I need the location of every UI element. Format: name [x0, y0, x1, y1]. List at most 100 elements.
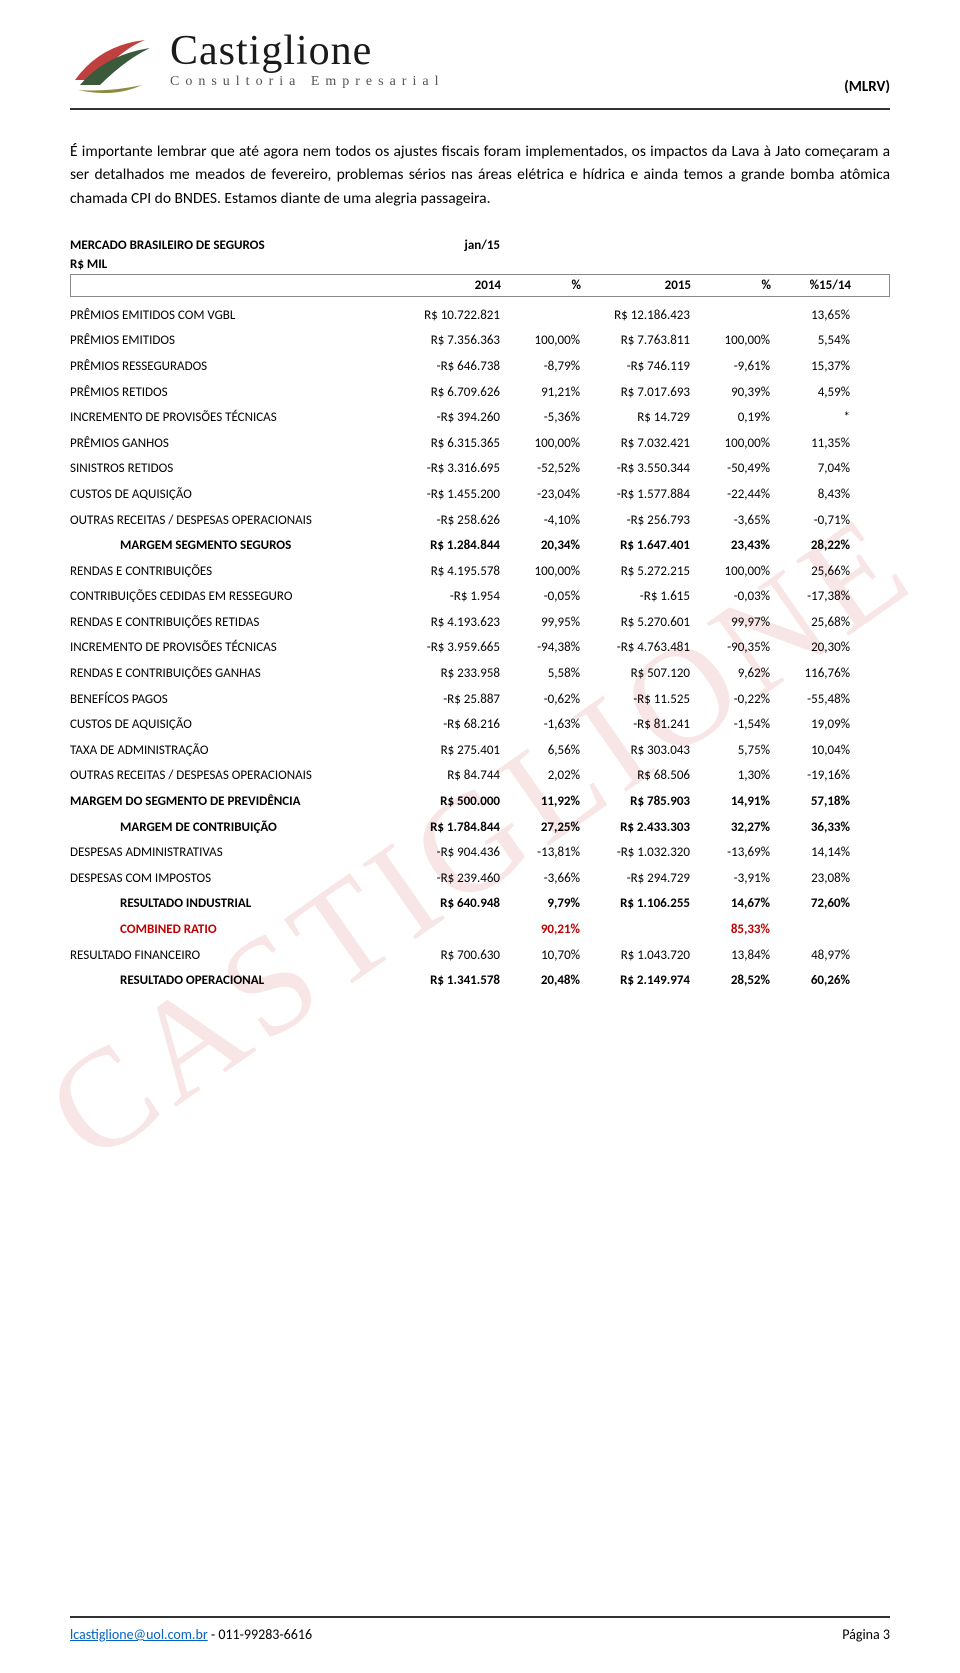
cell-2015: R$ 303.043 — [580, 743, 690, 759]
cell-2015: R$ 1.043.720 — [580, 948, 690, 964]
row-label: MARGEM SEGMENTO SEGUROS — [70, 538, 400, 554]
cell-chg: 60,26% — [770, 973, 850, 989]
cell-chg: 57,18% — [770, 794, 850, 810]
cell-chg: 48,97% — [770, 948, 850, 964]
table-row: BENEFÍCOS PAGOS-R$ 25.887-0,62%-R$ 11.52… — [70, 687, 890, 713]
cell-2015: -R$ 1.032.320 — [580, 845, 690, 861]
cell-2014: R$ 84.744 — [400, 768, 500, 784]
cell-2014: R$ 233.958 — [400, 666, 500, 682]
cell-chg: 20,30% — [770, 640, 850, 656]
cell-pct-2015: 9,62% — [690, 666, 770, 682]
cell-2014: -R$ 68.216 — [400, 717, 500, 733]
row-label: TAXA DE ADMINISTRAÇÃO — [70, 743, 400, 759]
cell-2014: R$ 1.284.844 — [400, 538, 500, 554]
cell-chg: 10,04% — [770, 743, 850, 759]
cell-2015 — [580, 922, 690, 938]
row-label: CUSTOS DE AQUISIÇÃO — [70, 717, 400, 733]
cell-pct-2015: -22,44% — [690, 487, 770, 503]
col-chg: %15/14 — [771, 278, 851, 293]
cell-chg: 8,43% — [770, 487, 850, 503]
table-row: MARGEM DO SEGMENTO DE PREVIDÊNCIAR$ 500.… — [70, 789, 890, 815]
cell-chg: 28,22% — [770, 538, 850, 554]
table-row: DESPESAS ADMINISTRATIVAS-R$ 904.436-13,8… — [70, 840, 890, 866]
cell-2015: R$ 7.032.421 — [580, 436, 690, 452]
footer-page-number: Página 3 — [842, 1626, 890, 1643]
cell-pct-2014: -94,38% — [500, 640, 580, 656]
footer-email-link[interactable]: lcastiglione@uol.com.br — [70, 1626, 208, 1643]
cell-2015: R$ 14.729 — [580, 410, 690, 426]
cell-chg: 11,35% — [770, 436, 850, 452]
cell-chg: 19,09% — [770, 717, 850, 733]
row-label: OUTRAS RECEITAS / DESPESAS OPERACIONAIS — [70, 768, 400, 784]
cell-2015: -R$ 11.525 — [580, 692, 690, 708]
cell-2015: R$ 2.433.303 — [580, 820, 690, 836]
table-row: CUSTOS DE AQUISIÇÃO-R$ 68.216-1,63%-R$ 8… — [70, 712, 890, 738]
table-row: MARGEM DE CONTRIBUIÇÃOR$ 1.784.84427,25%… — [70, 815, 890, 841]
cell-chg: 13,65% — [770, 308, 850, 324]
col-2015: 2015 — [581, 278, 691, 293]
row-label: INCREMENTO DE PROVISÕES TÉCNICAS — [70, 410, 400, 426]
cell-2015: R$ 507.120 — [580, 666, 690, 682]
cell-pct-2015: 14,91% — [690, 794, 770, 810]
cell-pct-2014: 100,00% — [500, 333, 580, 349]
row-label: RESULTADO OPERACIONAL — [70, 973, 400, 989]
logo-swoosh-icon — [70, 30, 160, 100]
cell-chg: * — [770, 410, 850, 426]
cell-2015: -R$ 81.241 — [580, 717, 690, 733]
cell-pct-2014: 100,00% — [500, 436, 580, 452]
table-row: RESULTADO INDUSTRIALR$ 640.9489,79%R$ 1.… — [70, 891, 890, 917]
cell-pct-2015: 14,67% — [690, 896, 770, 912]
cell-pct-2015: 13,84% — [690, 948, 770, 964]
table-body: PRÊMIOS EMITIDOS COM VGBLR$ 10.722.821 R$… — [70, 303, 890, 994]
cell-2014: R$ 10.722.821 — [400, 308, 500, 324]
row-label: BENEFÍCOS PAGOS — [70, 692, 400, 708]
table-row: CONTRIBUIÇÕES CEDIDAS EM RESSEGURO -R$ 1.… — [70, 584, 890, 610]
cell-2015: -R$ 1.615 — [580, 589, 690, 605]
cell-2015: -R$ 256.793 — [580, 513, 690, 529]
cell-2014 — [400, 922, 500, 938]
row-label: PRÊMIOS RETIDOS — [70, 385, 400, 401]
table-row: MARGEM SEGMENTO SEGUROSR$ 1.284.84420,34… — [70, 533, 890, 559]
cell-pct-2014: -3,66% — [500, 871, 580, 887]
table-title: MERCADO BRASILEIRO DE SEGUROS — [70, 238, 400, 253]
cell-2014: R$ 7.356.363 — [400, 333, 500, 349]
cell-pct-2015: -3,91% — [690, 871, 770, 887]
table-row: RESULTADO OPERACIONALR$ 1.341.57820,48%R… — [70, 968, 890, 994]
row-label: SINISTROS RETIDOS — [70, 461, 400, 477]
footer-sep: - — [208, 1626, 219, 1643]
cell-2014: R$ 275.401 — [400, 743, 500, 759]
table-row: INCREMENTO DE PROVISÕES TÉCNICAS-R$ 3.95… — [70, 635, 890, 661]
table-period: jan/15 — [400, 238, 500, 253]
table-row: PRÊMIOS EMITIDOS COM VGBLR$ 10.722.821R$… — [70, 303, 890, 329]
cell-pct-2015: 23,43% — [690, 538, 770, 554]
cell-2015: R$ 1.647.401 — [580, 538, 690, 554]
cell-chg: -19,16% — [770, 768, 850, 784]
row-label: PRÊMIOS EMITIDOS COM VGBL — [70, 308, 400, 324]
cell-chg: -55,48% — [770, 692, 850, 708]
cell-pct-2015: -3,65% — [690, 513, 770, 529]
cell-pct-2014: 90,21% — [500, 922, 580, 938]
cell-2014: R$ 1.341.578 — [400, 973, 500, 989]
cell-pct-2015: -0,22% — [690, 692, 770, 708]
logo-tagline: Consultoria Empresarial — [170, 74, 844, 90]
row-label: COMBINED RATIO — [70, 922, 400, 938]
cell-chg: -17,38% — [770, 589, 850, 605]
body-paragraph: É importante lembrar que até agora nem t… — [70, 140, 890, 210]
cell-pct-2015: -0,03% — [690, 589, 770, 605]
cell-2015: R$ 5.270.601 — [580, 615, 690, 631]
cell-2014: -R$ 646.738 — [400, 359, 500, 375]
page-footer: lcastiglione@uol.com.br - 011-99283-6616… — [70, 1616, 890, 1643]
cell-2015: -R$ 4.763.481 — [580, 640, 690, 656]
cell-pct-2014: -23,04% — [500, 487, 580, 503]
row-label: DESPESAS COM IMPOSTOS — [70, 871, 400, 887]
row-label: CONTRIBUIÇÕES CEDIDAS EM RESSEGURO — [70, 589, 400, 605]
cell-chg: 116,76% — [770, 666, 850, 682]
cell-2014: -R$ 3.959.665 — [400, 640, 500, 656]
cell-pct-2014: 99,95% — [500, 615, 580, 631]
ticker-code: (MLRV) — [844, 78, 890, 96]
row-label: OUTRAS RECEITAS / DESPESAS OPERACIONAIS — [70, 513, 400, 529]
row-label: PRÊMIOS RESSEGURADOS — [70, 359, 400, 375]
cell-pct-2015: 90,39% — [690, 385, 770, 401]
cell-pct-2014: -0,62% — [500, 692, 580, 708]
page-header: Castiglione Consultoria Empresarial (MLR… — [70, 30, 890, 110]
